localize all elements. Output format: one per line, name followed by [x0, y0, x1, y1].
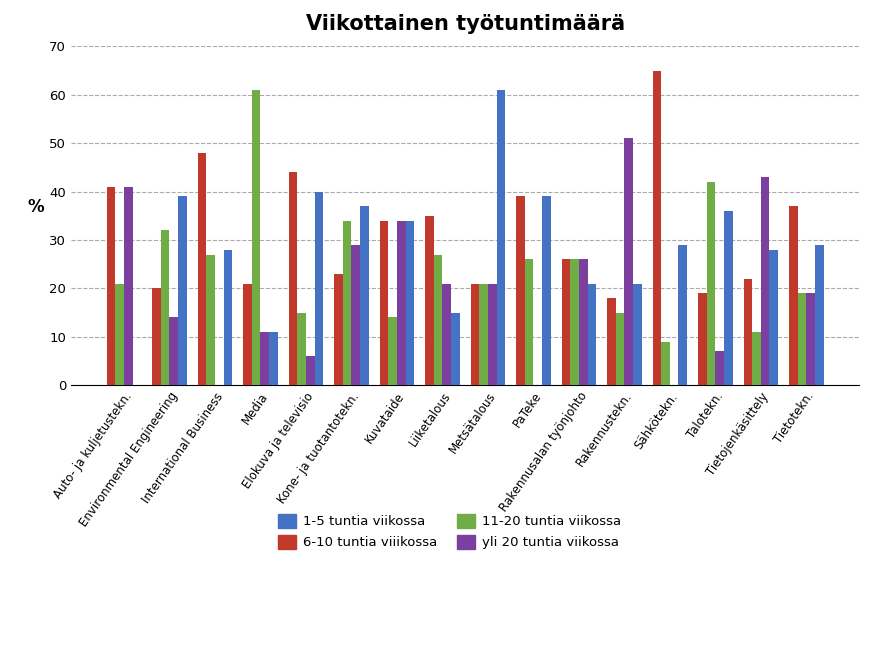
Bar [607, 298, 616, 385]
Bar [379, 220, 388, 385]
Bar [679, 245, 688, 385]
Bar [752, 332, 761, 385]
Bar [442, 284, 451, 385]
Bar [633, 284, 641, 385]
Bar [289, 172, 298, 385]
Bar [161, 230, 169, 385]
Title: Viikottainen työtuntimäärä: Viikottainen työtuntimäärä [306, 14, 625, 34]
Bar [806, 293, 815, 385]
Bar [223, 250, 232, 385]
Bar [352, 245, 360, 385]
Bar [797, 293, 806, 385]
Bar [425, 216, 434, 385]
Bar [698, 293, 707, 385]
Bar [715, 351, 724, 385]
Bar [707, 182, 715, 385]
Bar [496, 90, 505, 385]
Bar [106, 187, 115, 385]
Bar [789, 206, 797, 385]
Bar [451, 313, 460, 385]
Bar [124, 187, 133, 385]
Bar [661, 341, 670, 385]
Bar [388, 317, 397, 385]
Bar [178, 197, 187, 385]
Bar [397, 220, 406, 385]
Bar [579, 260, 587, 385]
Bar [434, 254, 442, 385]
Bar [625, 138, 633, 385]
Bar [516, 197, 525, 385]
Legend: 1-5 tuntia viikossa, 6-10 tuntia viiikossa, 11-20 tuntia viikossa, yli 20 tuntia: 1-5 tuntia viikossa, 6-10 tuntia viiikos… [273, 508, 626, 554]
Bar [743, 279, 752, 385]
Bar [724, 211, 733, 385]
Bar [269, 332, 277, 385]
Bar [152, 288, 161, 385]
Bar [260, 332, 269, 385]
Bar [406, 220, 415, 385]
Bar [653, 70, 661, 385]
Bar [479, 284, 488, 385]
Bar [562, 260, 571, 385]
Bar [587, 284, 596, 385]
Bar [571, 260, 579, 385]
Y-axis label: %: % [27, 198, 43, 216]
Bar [616, 313, 625, 385]
Bar [343, 220, 352, 385]
Bar [198, 153, 206, 385]
Bar [470, 284, 479, 385]
Bar [315, 192, 323, 385]
Bar [206, 254, 215, 385]
Bar [169, 317, 178, 385]
Bar [815, 245, 824, 385]
Bar [115, 284, 124, 385]
Bar [525, 260, 533, 385]
Bar [252, 90, 260, 385]
Bar [769, 250, 778, 385]
Bar [334, 274, 343, 385]
Bar [542, 197, 551, 385]
Bar [306, 356, 315, 385]
Bar [761, 177, 769, 385]
Bar [488, 284, 496, 385]
Bar [360, 206, 369, 385]
Bar [243, 284, 252, 385]
Bar [298, 313, 306, 385]
